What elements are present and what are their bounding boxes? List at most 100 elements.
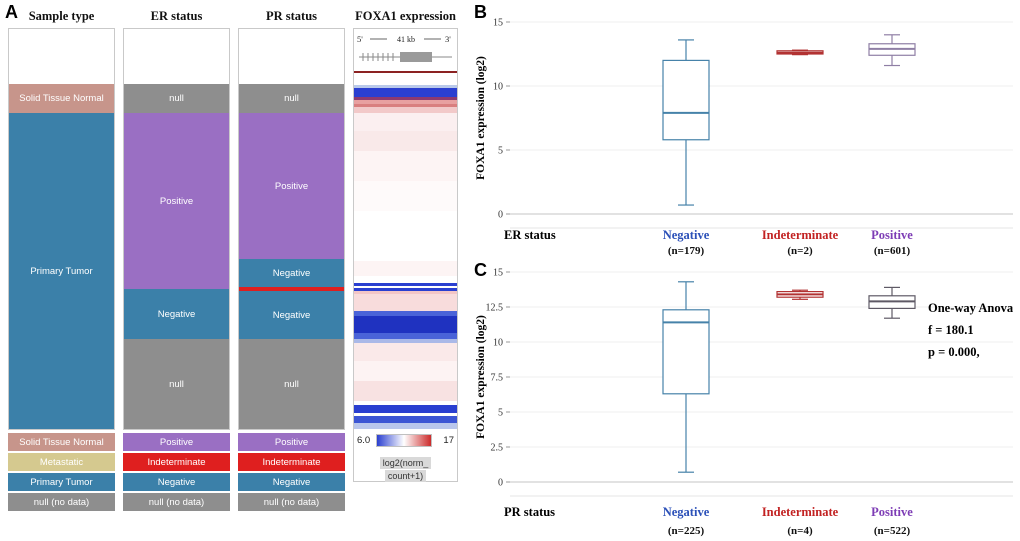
heatmap-band: [354, 286, 457, 288]
legend-item-indeterminate: Indeterminate: [238, 453, 345, 471]
boxplot-negative: Negative (n=225): [662, 281, 710, 537]
anova-annotation-line: One-way Anova: [928, 301, 1014, 315]
colorbar-gradient: [376, 434, 432, 447]
boxplot-positive: Positive (n=601): [868, 34, 916, 257]
boxplot-negative: Negative (n=179): [662, 39, 710, 257]
header-pr-status: PR status: [265, 9, 318, 23]
segment: [239, 287, 344, 291]
heatmap-band: [354, 294, 457, 311]
legend-item-null-no-data: null (no data): [8, 493, 115, 511]
segment-primary-tumor: Primary Tumor: [9, 113, 114, 429]
heatmap-band: [354, 311, 457, 316]
strip-pr-status: null Positive Negative Negative null: [238, 28, 345, 430]
segment-negative: Negative: [239, 259, 344, 287]
heatmap-band: [354, 107, 457, 113]
er-status-boxplot: 0 5 10 15 FOXA1 expression (log2) ER status Ne…: [475, 18, 1013, 257]
legend-item-null-no-data: null (no data): [123, 493, 230, 511]
legend-item-negative: Negative: [123, 473, 230, 491]
heatmap-band: [354, 261, 457, 276]
gene-track: 5' 3' 41 kb: [357, 34, 452, 62]
gene-position-line: [354, 71, 457, 73]
segment: [124, 29, 229, 84]
y-axis-title: FOXA1 expression (log2): [475, 56, 487, 180]
category-count: (n=601): [874, 245, 911, 257]
boxplot-indeterminate: Indeterminate (n=4): [762, 289, 839, 537]
foxa1-expression-column: 5' 3' 41 kb 6.0 17 log2(norm_ count+1): [353, 28, 458, 482]
heatmap-band: [354, 316, 457, 333]
heatmap-band: [354, 288, 457, 291]
legend-sample-type: Solid Tissue Normal Metastatic Primary Tum…: [8, 433, 115, 511]
heatmap-band: [354, 405, 457, 413]
iqr-box: [662, 309, 710, 395]
category-count: (n=4): [787, 525, 813, 537]
heatmap-band: [354, 131, 457, 151]
legend-item-negative: Negative: [238, 473, 345, 491]
three-prime-label: 3': [445, 34, 451, 44]
legend-item-solid-tissue-normal: Solid Tissue Normal: [8, 433, 115, 451]
category-label: Indeterminate: [762, 228, 839, 242]
segment-solid-tissue-normal: Solid Tissue Normal: [9, 84, 114, 113]
y-tick-label: 15: [493, 268, 503, 279]
scale-label: 41 kb: [397, 35, 415, 44]
pr-status-boxplot: 0 2.5 5 7.5 10 12.5 15 FOXA1 expression (log2) P…: [475, 268, 1014, 538]
panel-a-label: A: [5, 2, 18, 22]
y-tick-label: 5: [498, 408, 503, 419]
y-tick-label: 15: [493, 18, 503, 29]
anova-annotation-line: f = 180.1: [928, 323, 974, 337]
heatmap-band: [354, 339, 457, 343]
header-foxa1-expression: FOXA1 expression: [355, 9, 456, 23]
heatmap-band: [354, 413, 457, 416]
heatmap-band: [354, 276, 457, 283]
heatmap-band: [354, 151, 457, 181]
category-count: (n=179): [668, 245, 705, 257]
heatmap-band: [354, 333, 457, 339]
heatmap-band: [354, 88, 457, 97]
category-label: Positive: [871, 505, 913, 519]
colorbar-caption-row2: count+1): [354, 466, 457, 484]
colorbar-max-label: 17: [443, 435, 454, 446]
heatmap-band: [354, 113, 457, 131]
colorbar-caption-line2: count+1): [384, 470, 427, 482]
heatmap-band: [354, 104, 457, 107]
segment-negative: Negative: [239, 291, 344, 339]
exon-block: [400, 52, 432, 62]
legend-item-null-no-data: null (no data): [238, 493, 345, 511]
segment-positive: Positive: [239, 113, 344, 259]
boxplot-indeterminate: Indeterminate (n=2): [762, 49, 839, 257]
panel-b-label: B: [474, 2, 487, 22]
segment-negative: Negative: [124, 289, 229, 339]
foxa1-heatmap: [354, 76, 457, 429]
iqr-box: [662, 59, 710, 141]
y-axis-title: FOXA1 expression (log2): [475, 315, 487, 439]
category-count: (n=2): [787, 245, 813, 257]
heatmap-band: [354, 97, 457, 100]
segment-null: null: [239, 84, 344, 113]
legend-pr-status: Positive Indeterminate Negative null (no da…: [238, 433, 345, 511]
category-count: (n=225): [668, 525, 705, 537]
segment-positive: Positive: [124, 113, 229, 289]
category-label: Indeterminate: [762, 505, 839, 519]
y-tick-label: 10: [493, 82, 503, 93]
y-tick-label: 2.5: [491, 443, 504, 454]
y-tick-label: 5: [498, 146, 503, 157]
gridlines: 0 5 10 15: [493, 18, 1013, 221]
category-label: Negative: [663, 505, 710, 519]
anova-annotation-line: p = 0.000,: [928, 345, 980, 359]
boxplot-positive: Positive (n=522): [868, 286, 916, 537]
five-prime-label: 5': [357, 34, 363, 44]
y-tick-label: 7.5: [491, 373, 504, 384]
heatmap-band: [354, 423, 457, 429]
segment-null: null: [124, 84, 229, 113]
legend-item-metastatic: Metastatic: [8, 453, 115, 471]
y-tick-label: 12.5: [486, 303, 504, 314]
heatmap-band: [354, 291, 457, 294]
y-tick-label: 10: [493, 338, 503, 349]
segment: [239, 29, 344, 84]
x-axis-title: ER status: [504, 228, 556, 242]
heatmap-band: [354, 343, 457, 361]
strip-er-status: null Positive Negative null: [123, 28, 230, 430]
x-axis-title: PR status: [504, 505, 555, 519]
panel-c-label: C: [474, 260, 487, 280]
header-er-status: ER status: [150, 9, 203, 23]
